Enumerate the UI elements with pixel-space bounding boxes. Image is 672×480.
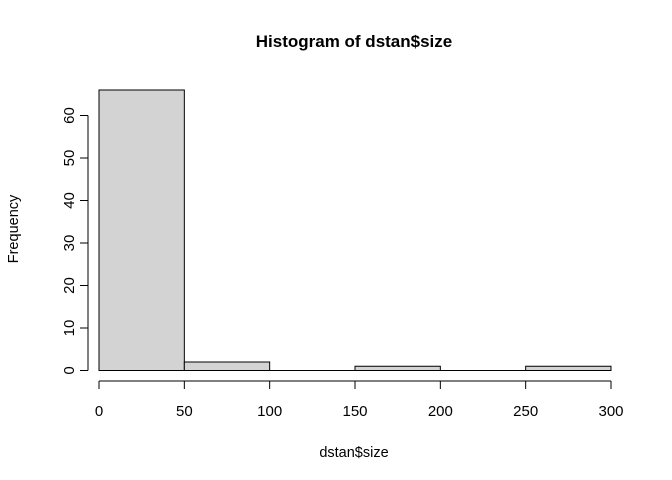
x-tick-label-4: 200 — [428, 403, 453, 420]
chart-title: Histogram of dstan$size — [256, 32, 453, 51]
y-axis: 0 10 20 30 40 50 60 — [61, 107, 89, 375]
histogram-bars — [98, 89, 612, 371]
x-axis: 0 50 100 150 200 250 300 — [95, 380, 624, 420]
histogram-bar-3 — [354, 365, 441, 371]
y-tick-label-5: 50 — [61, 150, 78, 167]
y-tick-label-0: 0 — [61, 366, 78, 374]
x-tick-label-3: 150 — [342, 403, 367, 420]
x-tick-label-6: 300 — [598, 403, 623, 420]
y-tick-label-6: 60 — [61, 107, 78, 124]
y-axis-label: Frequency — [6, 194, 22, 263]
histogram-bar-0 — [98, 89, 185, 371]
histogram-bar-5 — [525, 365, 612, 371]
y-tick-label-4: 40 — [61, 192, 78, 209]
y-tick-label-2: 20 — [61, 277, 78, 294]
histogram-bar-1 — [183, 361, 271, 371]
x-axis-label: dstan$size — [319, 445, 388, 461]
x-tick-label-0: 0 — [95, 403, 103, 420]
x-tick-label-2: 100 — [257, 403, 282, 420]
y-tick-label-3: 30 — [61, 235, 78, 252]
x-tick-label-1: 50 — [176, 403, 193, 420]
x-tick-label-5: 250 — [513, 403, 538, 420]
y-tick-label-1: 10 — [61, 320, 78, 337]
